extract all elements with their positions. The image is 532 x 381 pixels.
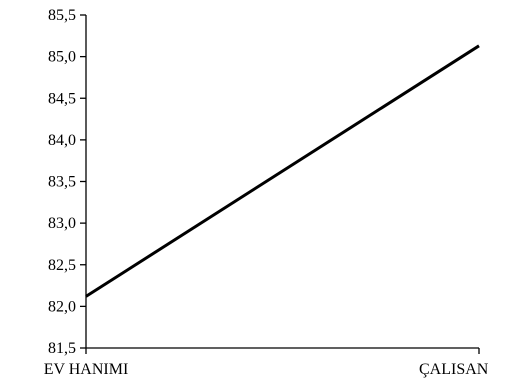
- x-tick-label: ÇALISAN: [419, 361, 489, 378]
- series-line: [85, 44, 480, 298]
- series-layer: [85, 44, 480, 298]
- y-tick-label: 81,5: [48, 340, 76, 357]
- y-tick-label: 85,5: [48, 7, 76, 24]
- x-axis: EV HANIMI ÇALISAN: [44, 347, 489, 378]
- y-tick-label: 83,5: [48, 174, 76, 191]
- y-tick-label: 84,0: [48, 132, 76, 149]
- y-tick-label: 82,5: [48, 257, 76, 274]
- y-tick-label: 85,0: [48, 49, 76, 66]
- y-tick-label: 84,5: [48, 90, 76, 107]
- y-axis: 85,5 85,0 84,5 84,0 83,5 83,0 82,5 82,0 81,5: [48, 7, 87, 357]
- y-tick-label: 83,0: [48, 215, 76, 232]
- y-tick-label: 82,0: [48, 298, 76, 315]
- x-tick-label: EV HANIMI: [44, 361, 129, 378]
